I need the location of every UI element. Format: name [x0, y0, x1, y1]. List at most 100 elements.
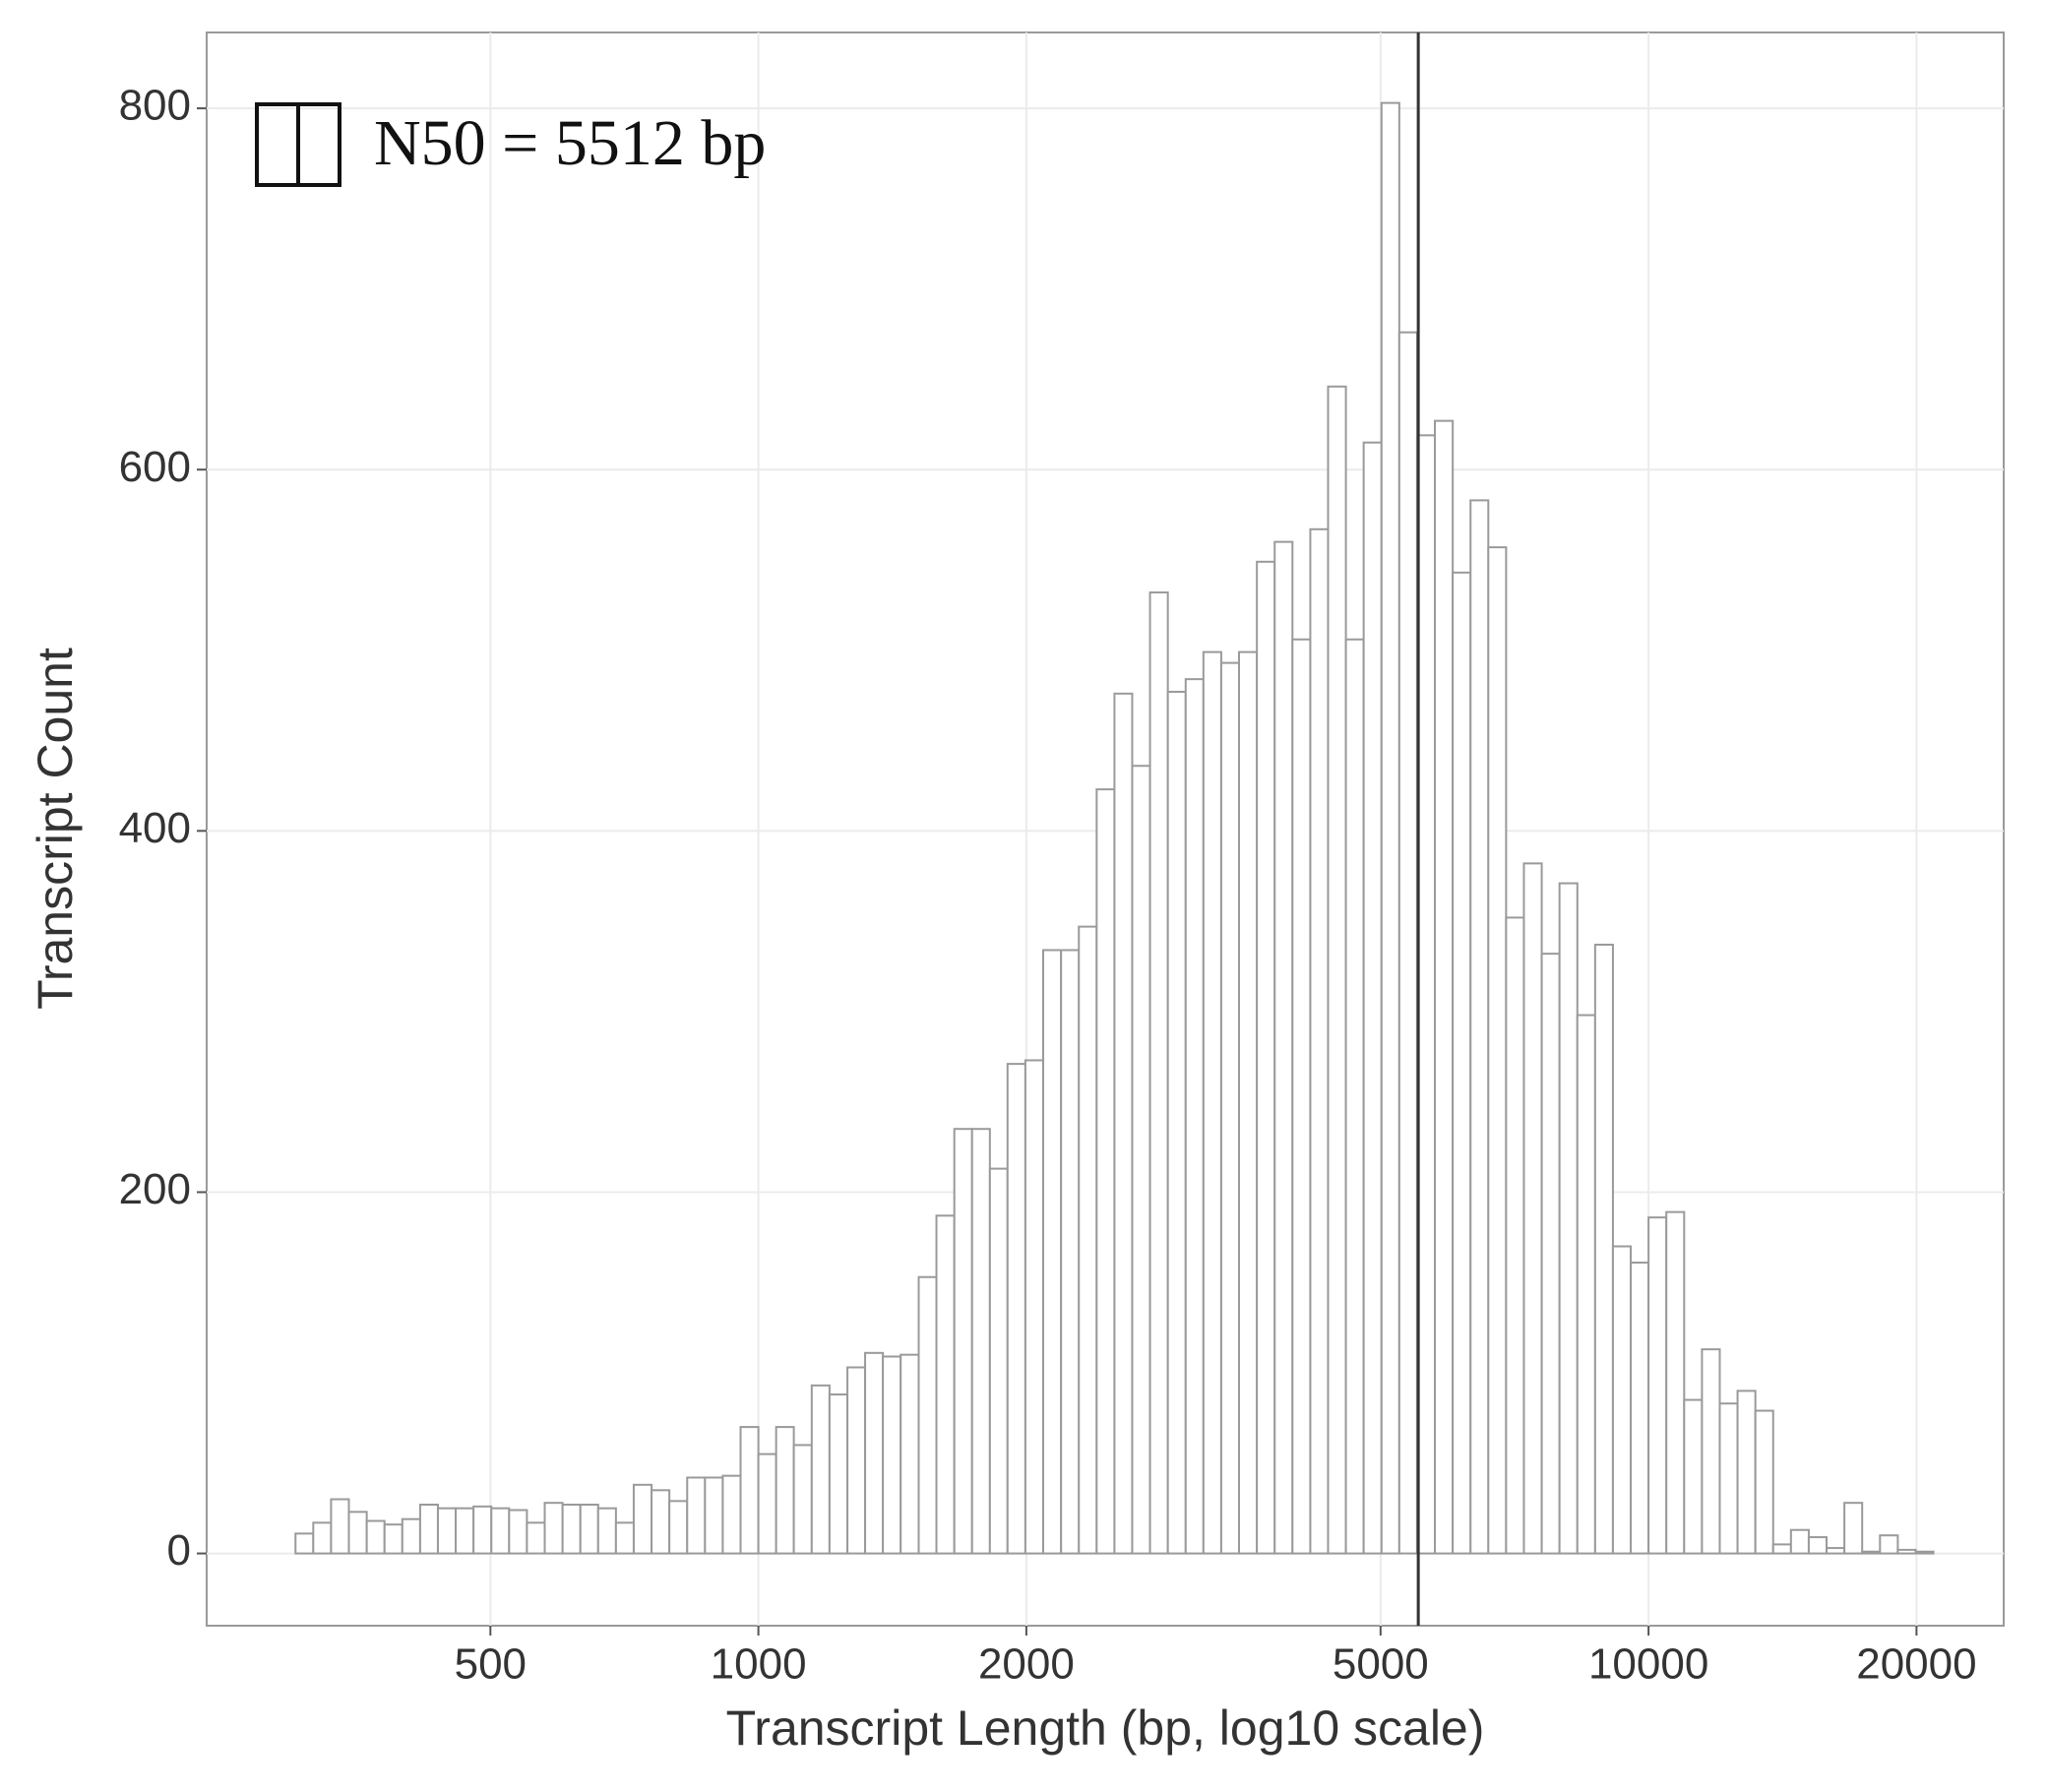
bar	[1789, 1528, 1810, 1555]
bar	[1736, 1390, 1757, 1555]
bar	[632, 1483, 653, 1555]
annotation: N50 = 5512 bp	[374, 107, 766, 179]
bar	[1256, 560, 1276, 1555]
bar	[1452, 571, 1472, 1555]
bar	[1558, 882, 1579, 1555]
bar	[347, 1511, 368, 1555]
bar	[704, 1476, 724, 1555]
bar	[1078, 925, 1098, 1555]
bar	[775, 1426, 795, 1555]
bar	[1826, 1547, 1846, 1555]
bar	[686, 1476, 707, 1555]
bar	[792, 1444, 813, 1555]
bar	[1630, 1262, 1650, 1555]
y-tick-label: 0	[167, 1526, 191, 1575]
bar	[810, 1384, 831, 1555]
bar	[1771, 1543, 1792, 1555]
bar	[294, 1532, 315, 1555]
bar	[1131, 765, 1151, 1555]
y-tick-label: 400	[119, 804, 191, 852]
bar	[1611, 1245, 1633, 1555]
bar	[864, 1351, 885, 1555]
bar	[1701, 1348, 1721, 1555]
y-tick-label: 600	[119, 443, 191, 491]
x-tick-label: 20000	[1856, 1640, 1976, 1689]
bar	[1879, 1534, 1899, 1555]
bar	[418, 1504, 439, 1555]
x-tick-label: 1000	[711, 1640, 807, 1689]
bar	[401, 1517, 421, 1555]
bar	[1273, 540, 1294, 1555]
y-tick-label: 800	[119, 82, 191, 130]
bar	[1861, 1550, 1882, 1555]
bar	[882, 1355, 902, 1555]
bar	[1060, 949, 1081, 1555]
bar	[1896, 1548, 1917, 1555]
bar	[846, 1366, 867, 1555]
bar	[579, 1504, 599, 1555]
bar	[668, 1500, 689, 1555]
bar	[1202, 650, 1222, 1555]
bar	[1754, 1409, 1774, 1555]
bar	[1309, 527, 1330, 1555]
bar	[455, 1507, 475, 1555]
bar	[472, 1505, 493, 1555]
x-axis-title: Transcript Length (bp, log10 scale)	[726, 1700, 1485, 1756]
bar	[953, 1128, 973, 1555]
bar	[1843, 1502, 1864, 1555]
bar	[490, 1507, 511, 1555]
bar	[828, 1393, 849, 1555]
bar	[935, 1214, 956, 1555]
bar	[365, 1519, 386, 1555]
bar	[1113, 692, 1134, 1555]
bar	[436, 1507, 458, 1555]
bar	[1095, 788, 1116, 1555]
bar	[1807, 1536, 1829, 1555]
y-axis-title: Transcript Count	[28, 648, 83, 1010]
bar	[1148, 591, 1169, 1555]
bar	[543, 1502, 564, 1555]
bar	[1238, 650, 1259, 1555]
bar	[508, 1509, 528, 1555]
bar	[383, 1523, 403, 1555]
bar	[526, 1521, 546, 1555]
bar	[1219, 661, 1241, 1555]
bar	[988, 1167, 1009, 1555]
bar	[1327, 385, 1347, 1555]
bars	[294, 101, 1935, 1555]
bar	[1291, 638, 1312, 1555]
bar	[1540, 953, 1561, 1555]
bar	[1024, 1059, 1044, 1555]
bar	[1397, 331, 1418, 1555]
bar	[1487, 546, 1508, 1555]
bar	[614, 1521, 635, 1555]
bar	[651, 1489, 671, 1555]
bar	[721, 1474, 742, 1555]
bar	[1522, 862, 1543, 1555]
bar	[917, 1275, 938, 1555]
bar	[596, 1507, 617, 1555]
bar	[1914, 1550, 1935, 1555]
bar	[1362, 441, 1383, 1555]
bar	[1006, 1063, 1026, 1555]
bar	[1576, 1014, 1596, 1555]
bar	[1041, 949, 1063, 1555]
bar	[1344, 638, 1365, 1555]
x-tick-label: 10000	[1588, 1640, 1708, 1689]
bar	[1434, 419, 1455, 1555]
bar	[1415, 434, 1437, 1555]
bar	[1505, 916, 1525, 1555]
bar	[312, 1521, 333, 1555]
bar	[561, 1504, 582, 1555]
bar	[1184, 678, 1205, 1555]
x-tick-label: 500	[455, 1640, 527, 1689]
bar	[1665, 1210, 1686, 1555]
bar	[1166, 690, 1187, 1555]
bar	[1469, 499, 1490, 1555]
bar	[899, 1353, 920, 1555]
y-tick-label: 200	[119, 1165, 191, 1213]
bar	[970, 1128, 991, 1555]
bar	[739, 1426, 760, 1555]
bar	[757, 1452, 777, 1555]
